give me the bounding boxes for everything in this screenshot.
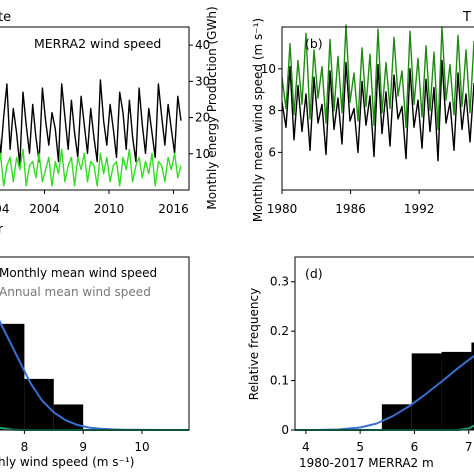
panel-b-y-ticks: 6 8 10	[261, 62, 282, 159]
panel-c-x-tick-label: 9	[79, 440, 87, 454]
panel-a-series-0	[0, 79, 182, 167]
panel-c-xlabel-fragment: hly wind speed (m s⁻¹)	[0, 455, 134, 469]
panel-a-xlabel-fragment: r	[0, 222, 3, 236]
panel-d: (d) 4 5 6 7 0 0.1 0.2 0.3 Relative frequency 1…	[247, 256, 474, 470]
panel-a-y-tick-label: 40	[195, 38, 210, 52]
panel-b-x-ticks: 1980 1986 1992	[267, 190, 435, 216]
panel-c-x-ticks: 8 9 10	[21, 430, 150, 454]
panel-b-axes-frame	[281, 26, 474, 191]
panel-b-series-1	[281, 24, 474, 131]
panel-d-x-ticks: 4 5 6 7	[302, 430, 473, 454]
panel-c-x-tick-label: 8	[21, 440, 29, 454]
panel-b-series-0	[281, 59, 474, 162]
panel-d-y-tick-label: 0.2	[270, 324, 289, 338]
panel-a-plot-area	[0, 79, 182, 187]
panel-d-axes-frame	[294, 256, 474, 431]
panel-a-title-fragment: te	[0, 10, 11, 25]
panel-d-y-tick-label: 0.1	[270, 374, 289, 388]
panel-d-histogram-bar	[411, 353, 442, 430]
panel-c-x-tick-label: 10	[134, 440, 149, 454]
panel-b-tag: (b)	[305, 36, 323, 51]
panel-a-y-tick-label: 10	[195, 147, 210, 161]
panel-a-right-ylabel: Monthly energy Production (GWh)	[205, 6, 219, 209]
panel-a-x-tick-label: 004	[0, 202, 9, 216]
panel-d-histogram-bar	[471, 342, 474, 430]
panel-c-histogram-bar	[0, 323, 25, 430]
panel-b: T (b) 1980 1986 1992 6 8 10 Monthly mean win…	[251, 10, 474, 222]
panel-a-inner-title: MERRA2 wind speed	[34, 36, 161, 51]
panel-a-x-tick-label: 2004	[29, 202, 60, 216]
panel-d-x-tick-label: 5	[356, 440, 364, 454]
panel-d-y-tick-label: 0	[281, 423, 289, 437]
panel-d-x-tick-label: 6	[411, 440, 419, 454]
panel-d-x-tick-label: 7	[465, 440, 473, 454]
panel-d-y-ticks: 0 0.1 0.2 0.3	[270, 275, 295, 437]
panel-c-plot-area	[0, 319, 189, 431]
panel-a-series-1	[0, 148, 182, 187]
panel-a-right-y-ticks: 10 20 30 40	[189, 38, 210, 161]
panel-a: te MERRA2 wind speed 004 2004 2010 2016 10 2…	[0, 6, 219, 236]
panel-b-x-tick-label: 1980	[267, 202, 298, 216]
panel-d-y-tick-label: 0.3	[270, 275, 289, 289]
panel-b-y-tick-label: 10	[261, 62, 276, 76]
panel-a-x-tick-label: 2010	[94, 202, 125, 216]
panel-b-y-tick-label: 6	[268, 145, 276, 159]
panel-b-x-tick-label: 1986	[335, 202, 366, 216]
panel-a-x-ticks: 004 2004 2010 2016	[0, 190, 189, 216]
panel-a-axes-frame	[0, 26, 190, 191]
panel-c-histogram-bar	[24, 378, 54, 430]
panel-b-y-tick-label: 8	[268, 104, 276, 118]
panel-d-ylabel: Relative frequency	[247, 288, 261, 400]
panel-a-x-tick-label: 2016	[158, 202, 189, 216]
panel-d-histogram-bar	[441, 351, 472, 430]
panel-a-y-tick-label: 20	[195, 111, 210, 125]
panel-c: Monthly mean wind speed Annual mean wind…	[0, 256, 190, 469]
panel-d-x-tick-label: 4	[302, 440, 310, 454]
panel-d-xlabel-fragment: 1980-2017 MERRA2 m	[299, 456, 434, 470]
panel-c-axes-frame	[0, 256, 190, 431]
panel-d-tag: (d)	[305, 266, 323, 281]
panel-c-legend-annual: Annual mean wind speed	[0, 285, 151, 299]
panel-d-plot-area	[295, 342, 474, 431]
panel-b-x-tick-label: 1992	[404, 202, 435, 216]
panel-b-ylabel: Monthly mean wind speed (m s⁻¹)	[251, 18, 265, 222]
panel-b-title-fragment: T	[462, 10, 471, 25]
panel-c-legend-monthly: Monthly mean wind speed	[0, 266, 157, 280]
panel-a-y-tick-label: 30	[195, 74, 210, 88]
panel-b-plot-area	[281, 24, 474, 162]
